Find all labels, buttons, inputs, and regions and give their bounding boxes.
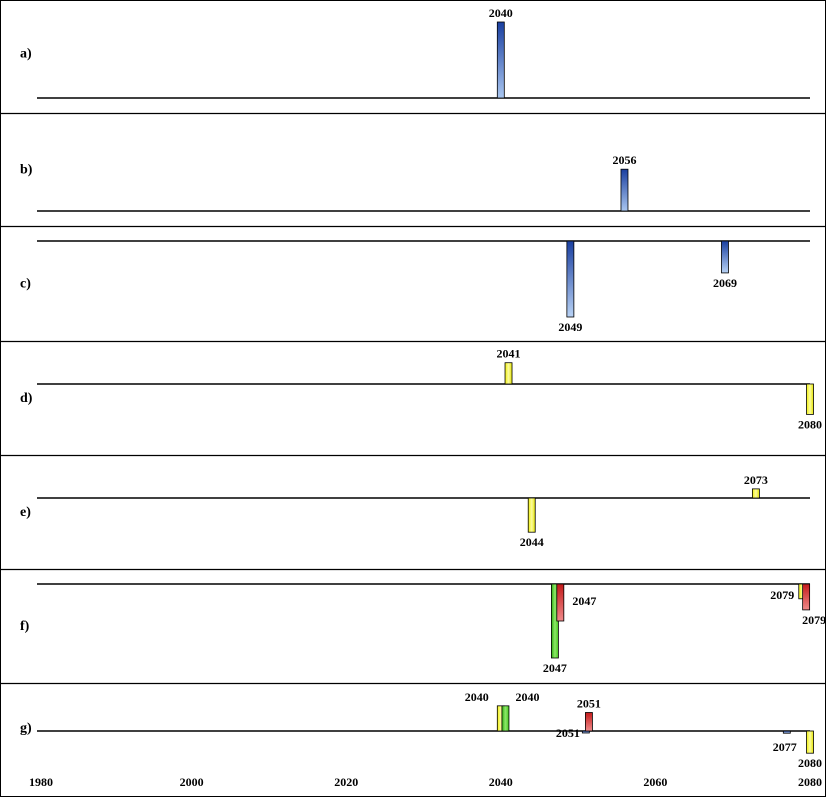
panel-b: b) 2056 [0, 112, 826, 212]
bar-blue-2056 [620, 168, 629, 212]
x-tick-label: 2000 [180, 775, 204, 789]
bar-blue-2069 [721, 240, 729, 274]
bar-label: 2080 [798, 756, 822, 770]
bar-label: 2040 [489, 6, 513, 20]
bar-label: 2040 [515, 690, 539, 704]
bar-red-2051 [585, 712, 593, 732]
bar-label: 2051 [577, 697, 601, 711]
bar-label: 2056 [612, 153, 636, 167]
bar-label: 2040 [465, 690, 489, 704]
bar-label: 2047 [543, 661, 567, 675]
bar-label: 2051 [556, 726, 580, 740]
panel-f: f) 2047 2047 2079 2079 [0, 568, 826, 675]
bar-yellow-2080 [806, 383, 814, 415]
panel-label: b) [20, 163, 33, 178]
bar-label: 2080 [798, 417, 822, 431]
x-tick-label: 2060 [643, 775, 667, 789]
bar-yellow-2041 [504, 362, 513, 385]
panel-label: c) [20, 277, 31, 292]
panel-d: d) 2041 2080 [0, 340, 826, 431]
bar-yellow-2044 [527, 497, 536, 533]
x-axis-tick-labels: 1980 2000 2020 2040 2060 2080 [29, 775, 822, 789]
bar-label: 2044 [520, 535, 544, 549]
x-tick-label: 1980 [29, 775, 53, 789]
x-tick-label: 2080 [798, 775, 822, 789]
bar-green-2040 [501, 705, 510, 732]
bar-red-2079 [802, 583, 811, 611]
bar-label: 2077 [773, 740, 797, 754]
bar-blue-2040 [496, 21, 505, 99]
panel-label: e) [20, 505, 31, 520]
x-tick-label: 2020 [334, 775, 358, 789]
bar-label: 2079 [802, 613, 826, 627]
bar-label: 2079 [770, 588, 794, 602]
bar-label: 2073 [744, 473, 768, 487]
bar-label: 2047 [572, 594, 596, 608]
bar-blue-2077 [782, 730, 791, 734]
bar-red-2047 [556, 583, 565, 622]
x-tick-label: 2040 [489, 775, 513, 789]
panel-label: d) [20, 391, 33, 406]
panel-e: e) 2044 2073 [0, 454, 826, 549]
panel-a: a) 2040 [20, 6, 810, 99]
bar-label: 2069 [713, 276, 737, 290]
bar-label: 2049 [558, 320, 582, 334]
bar-yellow-2073 [751, 488, 760, 499]
bar-label: 2041 [497, 347, 521, 361]
panel-label: a) [20, 47, 32, 62]
bar-blue-2049 [566, 240, 575, 318]
panel-c: c) 2049 2069 [0, 225, 826, 334]
panel-label: f) [20, 619, 30, 634]
bar-yellow-2080 [806, 730, 814, 754]
panel-label: g) [20, 721, 32, 736]
